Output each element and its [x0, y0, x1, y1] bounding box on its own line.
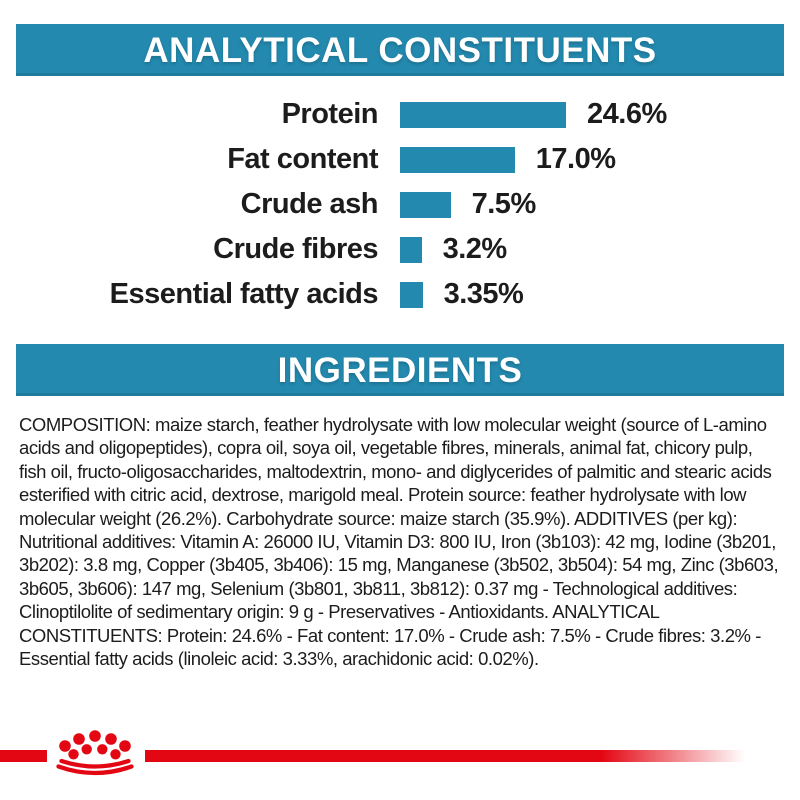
ingredients-banner: INGREDIENTS	[16, 344, 784, 396]
chart-bar	[400, 191, 451, 218]
chart-bar	[400, 146, 515, 173]
chart-category-label: Protein	[281, 98, 379, 130]
footer-divider-line-left	[0, 750, 47, 762]
chart-row: Protein 24.6%	[0, 92, 800, 137]
chart-bar	[400, 101, 567, 128]
composition-text: COMPOSITION: maize starch, feather hydro…	[19, 414, 779, 670]
chart-row: Fat content 17.0%	[0, 137, 800, 182]
chart-value-label: 3.2%	[442, 233, 508, 265]
chart-category-label: Crude ash	[240, 188, 379, 220]
chart-category-label: Crude fibres	[213, 233, 378, 265]
analytical-constituents-banner: ANALYTICAL CONSTITUENTS	[16, 24, 784, 76]
chart-category-label: Fat content	[227, 143, 378, 175]
chart-row: Crude fibres 3.2%	[0, 227, 800, 272]
chart-row: Essential fatty acids 3.35%	[0, 272, 800, 317]
chart-category-label: Essential fatty acids	[109, 278, 379, 310]
chart-value-label: 17.0%	[535, 143, 616, 175]
chart-value-label: 24.6%	[587, 98, 667, 130]
chart-value-label: 7.5%	[471, 188, 537, 220]
chart-bar	[400, 281, 423, 308]
footer-divider-line-right	[145, 750, 745, 762]
analytical-constituents-chart: Protein 24.6% Fat content 17.0% Crude ash 7.5…	[0, 92, 800, 317]
royal-canin-crown-logo-icon	[56, 730, 134, 776]
chart-bar	[400, 236, 422, 263]
chart-row: Crude ash 7.5%	[0, 182, 800, 227]
chart-value-label: 3.35%	[443, 278, 524, 310]
